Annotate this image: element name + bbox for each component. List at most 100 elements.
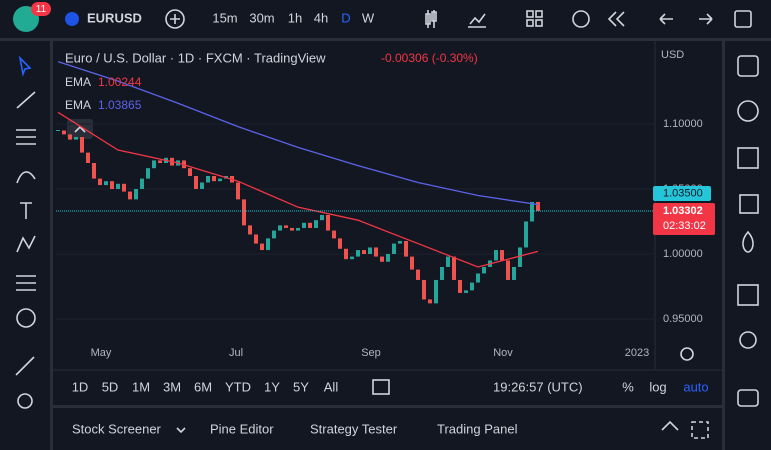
candle — [200, 182, 204, 189]
interval[interactable]: 4h — [314, 10, 328, 25]
interval[interactable]: 1h — [288, 10, 302, 25]
candle — [404, 240, 408, 257]
candle — [386, 253, 390, 262]
candle — [242, 199, 246, 226]
bottom-tab[interactable]: Stock Screener — [72, 421, 162, 436]
range-button[interactable]: 3M — [163, 379, 181, 394]
candle — [134, 188, 138, 200]
candle — [500, 250, 504, 261]
candle — [218, 178, 222, 182]
candle — [428, 299, 432, 304]
y-tick-label: 1.00000 — [663, 248, 703, 260]
drawing-tools — [15, 55, 36, 409]
indicator-value: 1.00244 — [98, 75, 142, 89]
caret — [74, 125, 86, 133]
indicator-name: EMA — [65, 98, 91, 112]
x-tick-label: 2023 — [625, 347, 649, 359]
percent-toggle[interactable]: % — [622, 379, 634, 394]
badge-count: 11 — [36, 4, 47, 15]
candle — [332, 230, 336, 239]
bottom-tab[interactable]: Strategy Tester — [310, 421, 398, 436]
candle — [284, 225, 288, 228]
candle — [446, 256, 450, 267]
chart-panel — [53, 41, 722, 405]
candle — [116, 183, 120, 189]
range-button[interactable]: 1D — [72, 379, 89, 394]
x-tick-label: May — [91, 347, 112, 359]
log-toggle[interactable]: log — [649, 379, 666, 394]
x-tick-label: Jul — [229, 347, 243, 359]
currency[interactable]: USD — [661, 49, 684, 61]
candle — [188, 168, 192, 176]
maximize-icon[interactable] — [691, 421, 709, 439]
candle — [374, 247, 378, 257]
interval[interactable]: D — [341, 10, 350, 25]
candle — [422, 279, 426, 300]
candle — [440, 266, 444, 280]
indicator-value: 1.03865 — [98, 98, 142, 112]
candle — [338, 238, 342, 249]
range-button[interactable]: 6M — [194, 379, 212, 394]
range-button[interactable]: 1Y — [264, 379, 280, 394]
interval[interactable]: 30m — [249, 10, 274, 25]
interval[interactable]: 15m — [212, 10, 237, 25]
candle — [356, 250, 360, 257]
x-tick-label: Sep — [361, 347, 381, 359]
bottom-tab[interactable]: Pine Editor — [210, 421, 274, 436]
auto-toggle[interactable]: auto — [683, 379, 708, 394]
plus — [170, 14, 180, 24]
expand-icon[interactable] — [661, 420, 679, 431]
candle — [74, 137, 78, 140]
symbol[interactable]: EURUSD — [87, 10, 142, 25]
candle — [512, 266, 516, 280]
candle — [206, 175, 210, 183]
candle — [128, 191, 132, 200]
candle — [476, 273, 480, 283]
candle — [152, 160, 156, 169]
candle — [410, 256, 414, 270]
candle — [68, 134, 72, 140]
candle — [86, 152, 90, 163]
range-button[interactable]: 1M — [132, 379, 150, 394]
candle — [92, 163, 96, 179]
candle — [104, 181, 108, 186]
price-tag — [653, 203, 715, 236]
plot-area — [56, 61, 655, 320]
candle — [290, 227, 294, 231]
candle — [536, 201, 540, 212]
x-tick-label: Nov — [493, 347, 513, 359]
candle — [482, 266, 486, 274]
add-symbol[interactable] — [165, 9, 185, 29]
flag-icon — [65, 12, 79, 26]
candle — [326, 214, 330, 231]
ema-line — [57, 111, 539, 268]
settings-icon[interactable] — [680, 347, 694, 361]
candle — [236, 182, 240, 200]
y-tick-label: 0.95000 — [663, 313, 703, 325]
right-toolbar — [725, 41, 771, 450]
candle — [248, 225, 252, 235]
interval[interactable]: W — [362, 10, 375, 25]
candle — [368, 247, 372, 254]
candle — [140, 178, 144, 189]
candle — [458, 279, 462, 293]
candle — [398, 240, 402, 244]
candle — [98, 178, 102, 186]
range-button[interactable]: All — [324, 379, 339, 394]
candle — [302, 222, 306, 228]
candle — [110, 181, 114, 189]
bottom-tab[interactable]: Trading Panel — [437, 421, 518, 436]
range-button[interactable]: 5D — [102, 379, 119, 394]
candle — [146, 168, 150, 179]
date-range-icon[interactable] — [372, 379, 390, 395]
candle — [392, 243, 396, 254]
y-tick-label: 1.10000 — [663, 118, 703, 130]
candle — [80, 137, 84, 153]
range-button[interactable]: YTD — [225, 379, 251, 394]
range-button[interactable]: 5Y — [293, 379, 309, 394]
widget-icons — [737, 55, 759, 407]
candle — [434, 279, 438, 304]
candle — [122, 183, 126, 192]
top-toolbar — [0, 0, 771, 38]
